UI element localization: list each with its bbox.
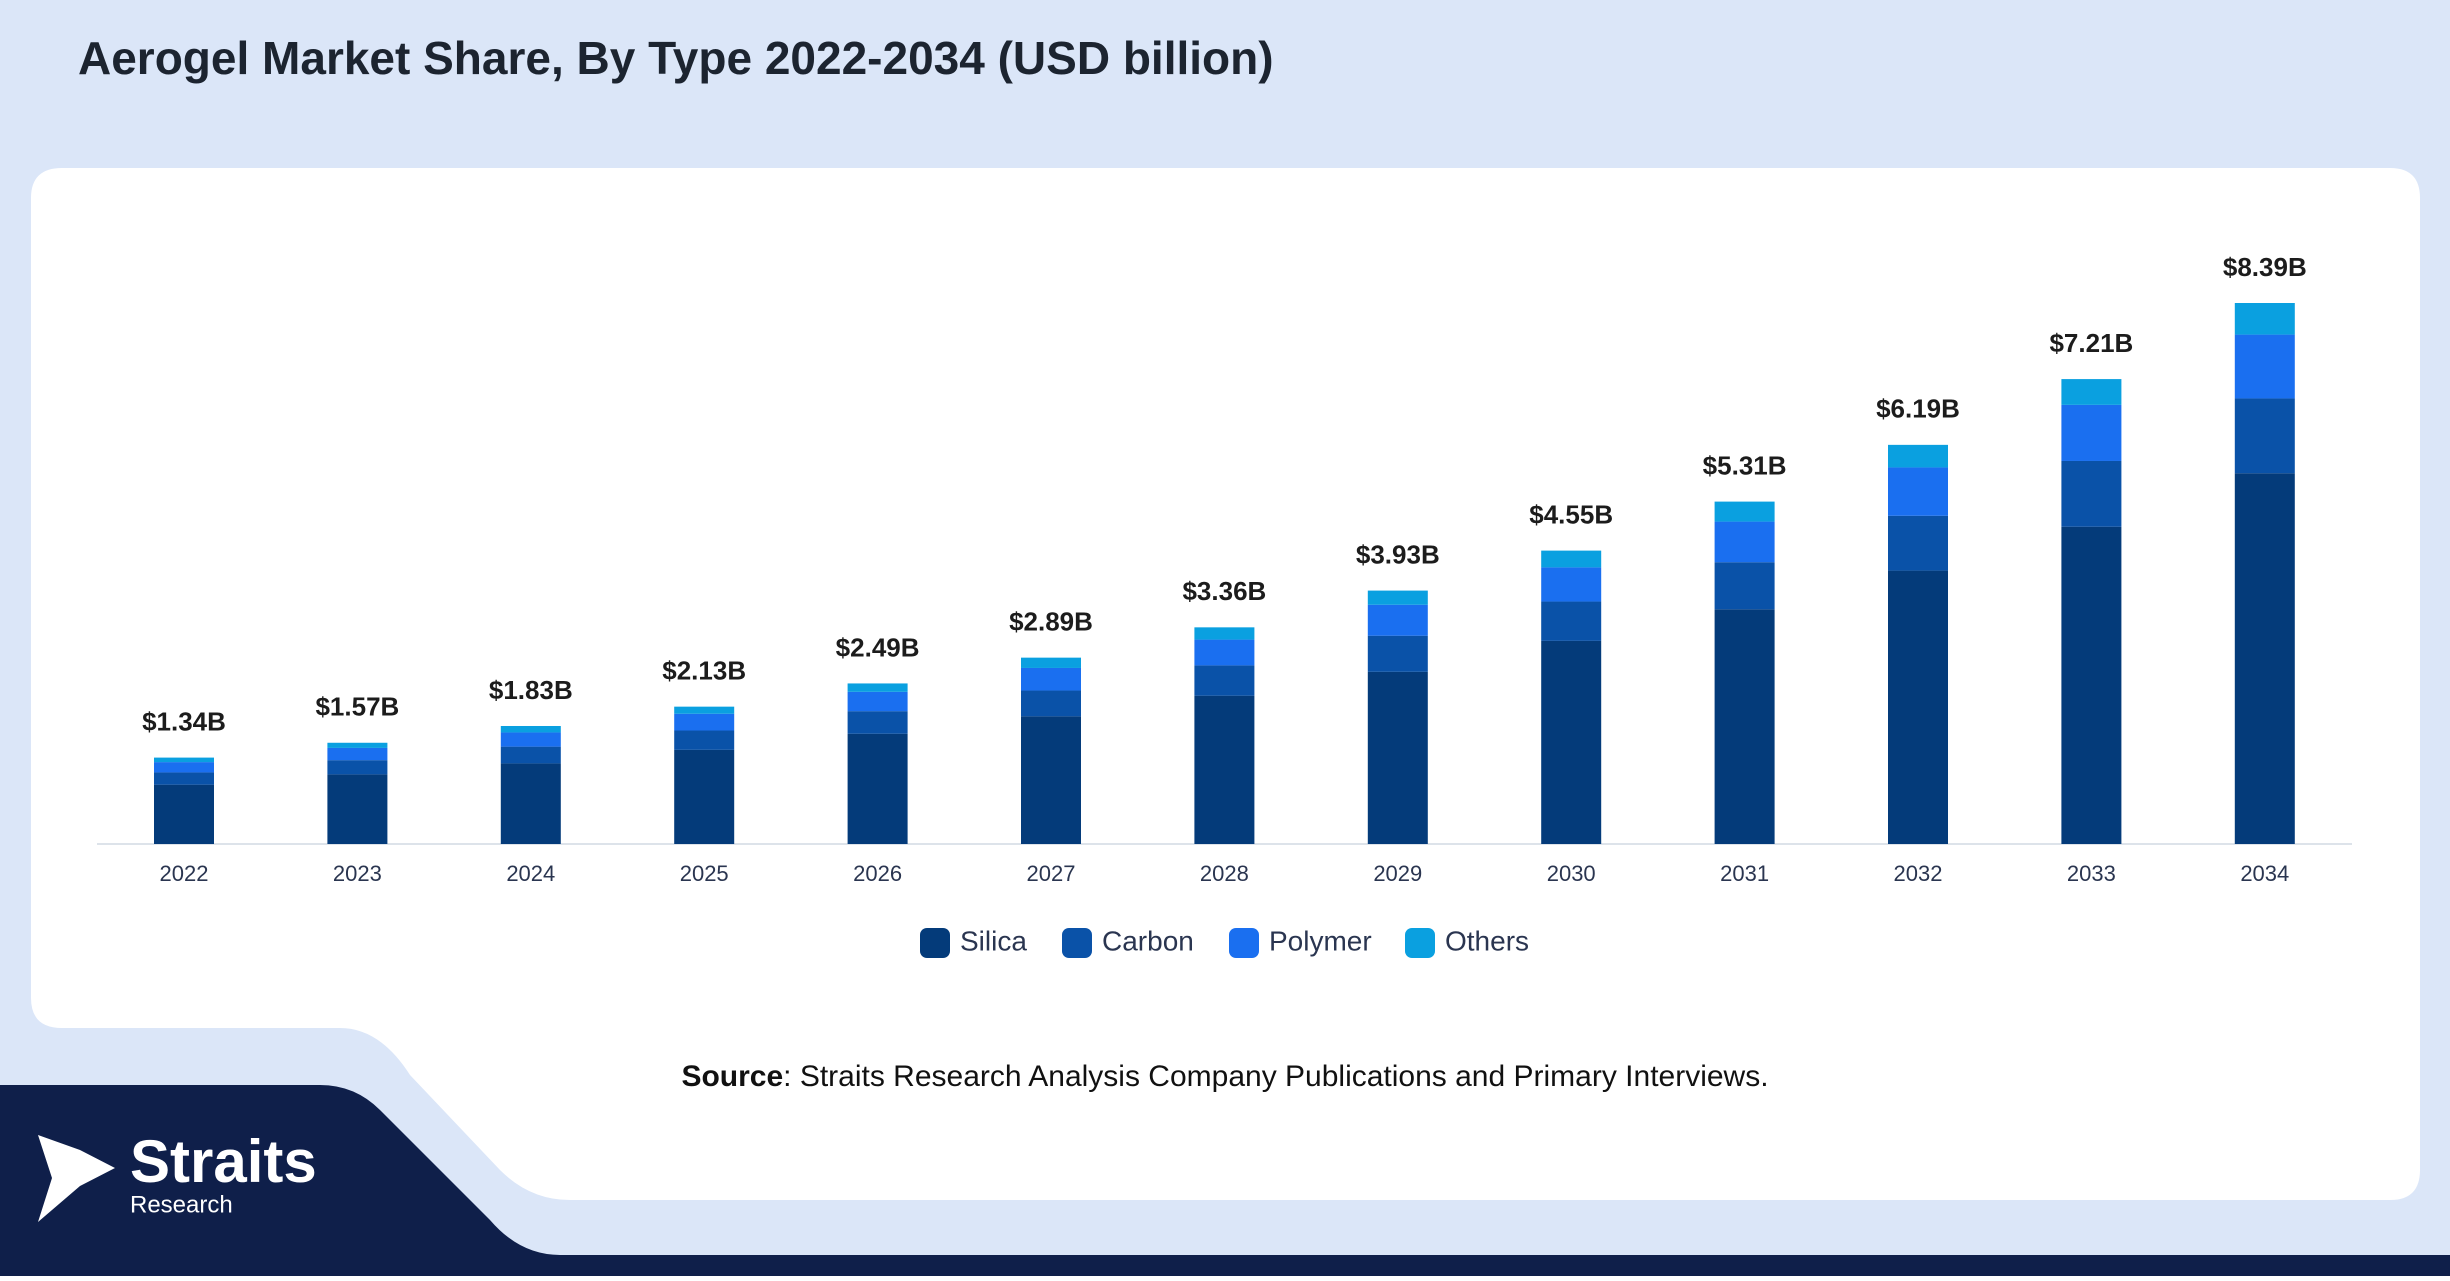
source: Source: Straits Research Analysis Compan… <box>681 1060 1768 1093</box>
bar-segment <box>1194 627 1255 640</box>
bar-segment <box>1367 590 1428 605</box>
bar-segment <box>2234 334 2295 399</box>
bar-segment <box>1541 601 1602 641</box>
bar-segment <box>500 732 561 747</box>
x-tick-label: 2028 <box>1200 861 1249 886</box>
x-tick-label: 2032 <box>1894 861 1943 886</box>
logo-sub: Research <box>130 1191 233 1218</box>
total-label: $8.39B <box>2223 252 2307 282</box>
legend-swatch <box>1062 928 1092 958</box>
x-tick-label: 2031 <box>1720 861 1769 886</box>
bar-segment <box>2234 303 2295 335</box>
total-label: $2.49B <box>836 632 920 662</box>
bar-segment <box>327 742 388 748</box>
bar-segment <box>500 763 561 844</box>
bar-segment <box>1888 515 1948 571</box>
x-tick-label: 2025 <box>680 861 729 886</box>
bar-segment <box>1541 640 1602 844</box>
total-label: $1.83B <box>489 675 573 705</box>
bar-segment <box>1194 695 1255 844</box>
logo-mark <box>38 1135 115 1222</box>
bar-segment <box>847 683 908 692</box>
bar-segment <box>674 706 735 714</box>
bar-segment <box>1367 604 1428 636</box>
bar-segment <box>327 760 388 775</box>
bar-segment <box>847 691 908 712</box>
bar-segment <box>1194 665 1255 696</box>
bar-segment <box>500 725 561 733</box>
bar-segment <box>674 749 735 844</box>
x-tick-label: 2027 <box>1027 861 1076 886</box>
x-tick-label: 2030 <box>1547 861 1596 886</box>
bar-segment <box>1367 671 1428 844</box>
bar-segment <box>1541 567 1602 602</box>
bar-segment <box>1021 667 1081 691</box>
bar-segment <box>2234 473 2295 844</box>
x-tick-label: 2026 <box>853 861 902 886</box>
bar-segment <box>2061 526 2122 844</box>
bar-segment <box>1714 521 1775 563</box>
bar-segment <box>1714 501 1775 522</box>
legend-label: Silica <box>960 925 1027 956</box>
x-tick-label: 2034 <box>2240 861 2289 886</box>
bar-segment <box>1714 609 1775 844</box>
total-label: $3.93B <box>1356 539 1440 569</box>
bar-segment <box>327 747 388 761</box>
bar-segment <box>154 757 214 763</box>
bar-segment <box>1541 550 1602 568</box>
bar-segment <box>154 784 214 844</box>
x-tick-label: 2023 <box>333 861 382 886</box>
bar-segment <box>1021 690 1081 717</box>
legend-swatch <box>1229 928 1259 958</box>
bar-segment <box>1888 467 1948 516</box>
bar-segment <box>2234 398 2295 474</box>
chart-title: Aerogel Market Share, By Type 2022-2034 … <box>78 32 1274 84</box>
bar-segment <box>500 746 561 764</box>
bar-segment <box>2061 460 2122 527</box>
total-label: $1.57B <box>315 692 399 722</box>
bar-segment <box>1888 444 1948 468</box>
source-text: : Straits Research Analysis Company Publ… <box>783 1060 1768 1093</box>
bar-segment <box>1888 570 1948 844</box>
legend-label: Carbon <box>1102 925 1194 956</box>
bar-segment <box>1194 639 1255 666</box>
bar-segment <box>154 762 214 773</box>
total-label: $4.55B <box>1529 499 1613 529</box>
x-tick-label: 2029 <box>1373 861 1422 886</box>
bar-segment <box>847 733 908 844</box>
total-label: $1.34B <box>142 706 226 736</box>
bar-segment <box>1021 657 1081 668</box>
total-label: $3.36B <box>1182 576 1266 606</box>
bar-segment <box>1021 716 1081 844</box>
legend-label: Others <box>1445 925 1529 956</box>
legend-label: Polymer <box>1269 925 1372 956</box>
x-tick-label: 2033 <box>2067 861 2116 886</box>
total-label: $5.31B <box>1703 450 1787 480</box>
total-label: $7.21B <box>2049 328 2133 358</box>
bar-segment <box>674 713 735 731</box>
source-label: Source <box>681 1060 783 1093</box>
legend-swatch <box>920 928 950 958</box>
total-label: $2.89B <box>1009 607 1093 637</box>
bar-segment <box>2061 379 2122 405</box>
total-label: $6.19B <box>1876 394 1960 424</box>
legend-swatch <box>1405 928 1435 958</box>
bar-segment <box>2061 404 2122 461</box>
bar-segment <box>1367 635 1428 672</box>
x-tick-label: 2022 <box>160 861 209 886</box>
bar-segment <box>1714 562 1775 610</box>
bar-segment <box>674 730 735 750</box>
bar-segment <box>154 772 214 785</box>
bar-segment <box>327 774 388 844</box>
x-tick-label: 2024 <box>506 861 555 886</box>
bar-segment <box>847 711 908 734</box>
total-label: $2.13B <box>662 656 746 686</box>
logo-name: Straits <box>130 1128 317 1195</box>
footer-band <box>0 1085 2450 1276</box>
